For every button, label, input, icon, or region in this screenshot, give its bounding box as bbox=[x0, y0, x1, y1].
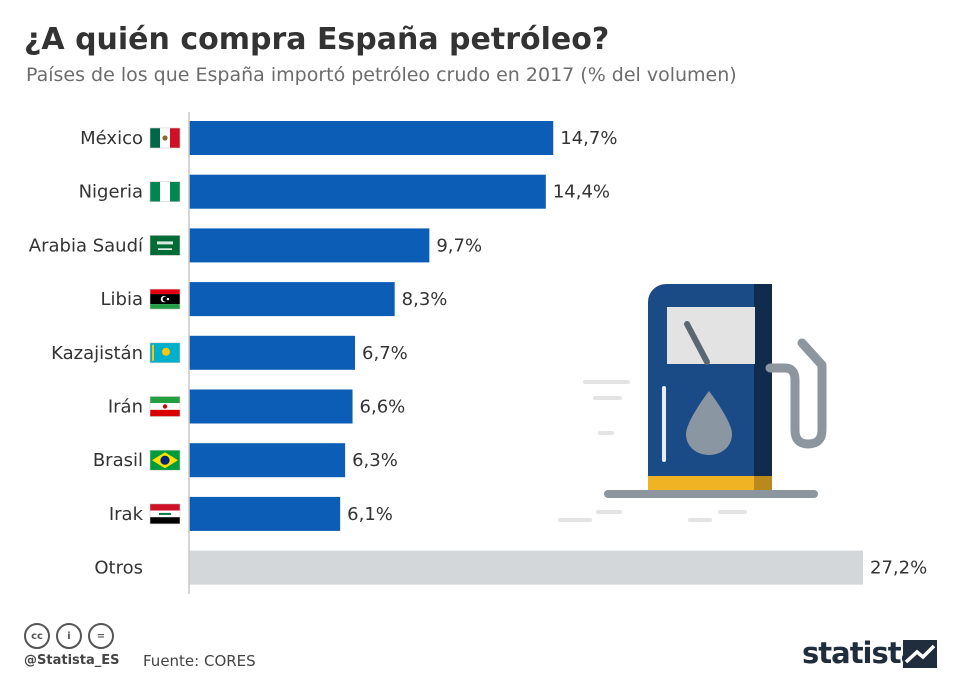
fuel-pump-icon bbox=[558, 284, 827, 522]
statista-logo-icon bbox=[903, 640, 937, 668]
iran-flag bbox=[149, 396, 181, 417]
category-label: México bbox=[80, 128, 143, 149]
bar-5 bbox=[189, 389, 353, 424]
cc-icon: cc bbox=[24, 623, 50, 649]
category-label: Libia bbox=[101, 289, 144, 310]
license-icons: cc i = bbox=[24, 623, 114, 649]
value-label: 6,3% bbox=[352, 450, 398, 471]
nd-icon: = bbox=[88, 623, 114, 649]
value-labels: 14,7% 14,4% 9,7% 8,3% 6,7% 6,6% 6,3% 6,1% 27,2% bbox=[347, 128, 927, 579]
bar-3 bbox=[189, 282, 395, 317]
bar-7 bbox=[189, 496, 341, 531]
bar-4 bbox=[189, 335, 356, 370]
footer-handle: @Statista_ES bbox=[24, 653, 120, 668]
value-label: 6,7% bbox=[362, 343, 408, 364]
by-icon: i bbox=[56, 623, 82, 649]
kazakhstan-flag bbox=[149, 342, 181, 364]
bars-group bbox=[189, 121, 863, 585]
bar-8 bbox=[189, 550, 863, 585]
bar-0 bbox=[189, 121, 554, 155]
value-label: 8,3% bbox=[402, 289, 448, 310]
category-label: Nigeria bbox=[79, 182, 143, 203]
mexico-flag bbox=[149, 127, 181, 149]
flags-group bbox=[149, 127, 181, 525]
chart-title: ¿A quién compra España petróleo? bbox=[24, 22, 610, 57]
bar-2 bbox=[189, 228, 430, 263]
category-labels: México Nigeria Arabia Saudí Libia Kazajistán… bbox=[29, 128, 144, 579]
saudi-arabia-flag bbox=[149, 235, 181, 256]
footer-source: Fuente: CORES bbox=[143, 652, 256, 670]
bar-1 bbox=[189, 174, 546, 209]
category-label: Irak bbox=[109, 504, 144, 525]
statista-logo-text: statista bbox=[802, 636, 920, 670]
chart-subtitle: Países de los que España importó petróle… bbox=[26, 64, 737, 86]
value-label: 6,1% bbox=[347, 504, 393, 525]
brazil-flag bbox=[149, 449, 181, 471]
iraq-flag bbox=[149, 503, 181, 525]
category-label: Kazajistán bbox=[51, 343, 143, 364]
category-label: Irán bbox=[108, 397, 143, 418]
category-label: Arabia Saudí bbox=[29, 235, 144, 256]
category-label: Otros bbox=[94, 558, 143, 579]
value-label: 27,2% bbox=[870, 558, 927, 579]
value-label: 14,4% bbox=[553, 182, 610, 203]
bar-6 bbox=[189, 443, 346, 478]
category-label: Brasil bbox=[93, 450, 143, 471]
value-label: 9,7% bbox=[436, 235, 482, 256]
value-label: 6,6% bbox=[360, 397, 406, 418]
nigeria-flag bbox=[149, 181, 181, 202]
libya-flag bbox=[149, 288, 181, 310]
value-label: 14,7% bbox=[560, 128, 617, 149]
